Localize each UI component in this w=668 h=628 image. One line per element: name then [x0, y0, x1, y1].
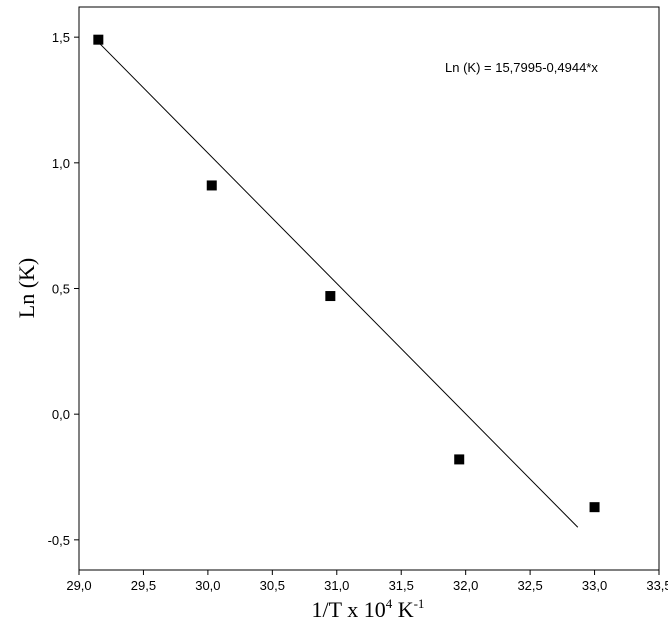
plot-frame — [78, 6, 660, 571]
x-axis-ticks: 29,0 29,5 30,0 30,5 31,0 31,5 32,0 32,5 33,0 33,5 — [66, 570, 668, 593]
x-axis-title-sup2: -1 — [414, 596, 425, 611]
regression-equation: Ln (K) = 15,7995-0,4944*x — [445, 60, 598, 75]
y-tick-label: 1,0 — [52, 156, 70, 171]
x-tick-label: 30,0 — [195, 578, 220, 593]
x-tick-label: 29,5 — [131, 578, 156, 593]
x-tick-label: 31,0 — [324, 578, 349, 593]
x-axis-title-main: 1/T x 10 — [312, 597, 386, 622]
x-tick-label: 29,0 — [66, 578, 91, 593]
x-tick-label: 33,5 — [646, 578, 668, 593]
fit-line-group — [97, 41, 579, 528]
data-point — [325, 291, 336, 302]
data-point — [206, 180, 217, 191]
x-tick-label: 30,5 — [260, 578, 285, 593]
y-tick-label: 0,0 — [52, 407, 70, 422]
x-axis-title-sup1: 4 — [386, 596, 393, 611]
y-tick-label: -0,5 — [48, 533, 70, 548]
data-point — [454, 454, 465, 465]
y-tick-label: 1,5 — [52, 30, 70, 45]
x-axis-title: 1/T x 104 K-1 — [312, 596, 425, 622]
data-point — [93, 34, 104, 45]
data-points — [93, 34, 600, 513]
data-point — [589, 502, 600, 513]
x-axis-title-unit: K — [392, 597, 414, 622]
y-axis-title: Ln (K) — [14, 258, 39, 318]
y-axis-ticks: -0,5 0,0 0,5 1,0 1,5 — [48, 30, 79, 548]
fit-line — [97, 41, 579, 528]
y-tick-label: 0,5 — [52, 282, 70, 297]
x-tick-label: 32,5 — [517, 578, 542, 593]
x-tick-label: 33,0 — [582, 578, 607, 593]
x-tick-label: 31,5 — [389, 578, 414, 593]
x-tick-label: 32,0 — [453, 578, 478, 593]
